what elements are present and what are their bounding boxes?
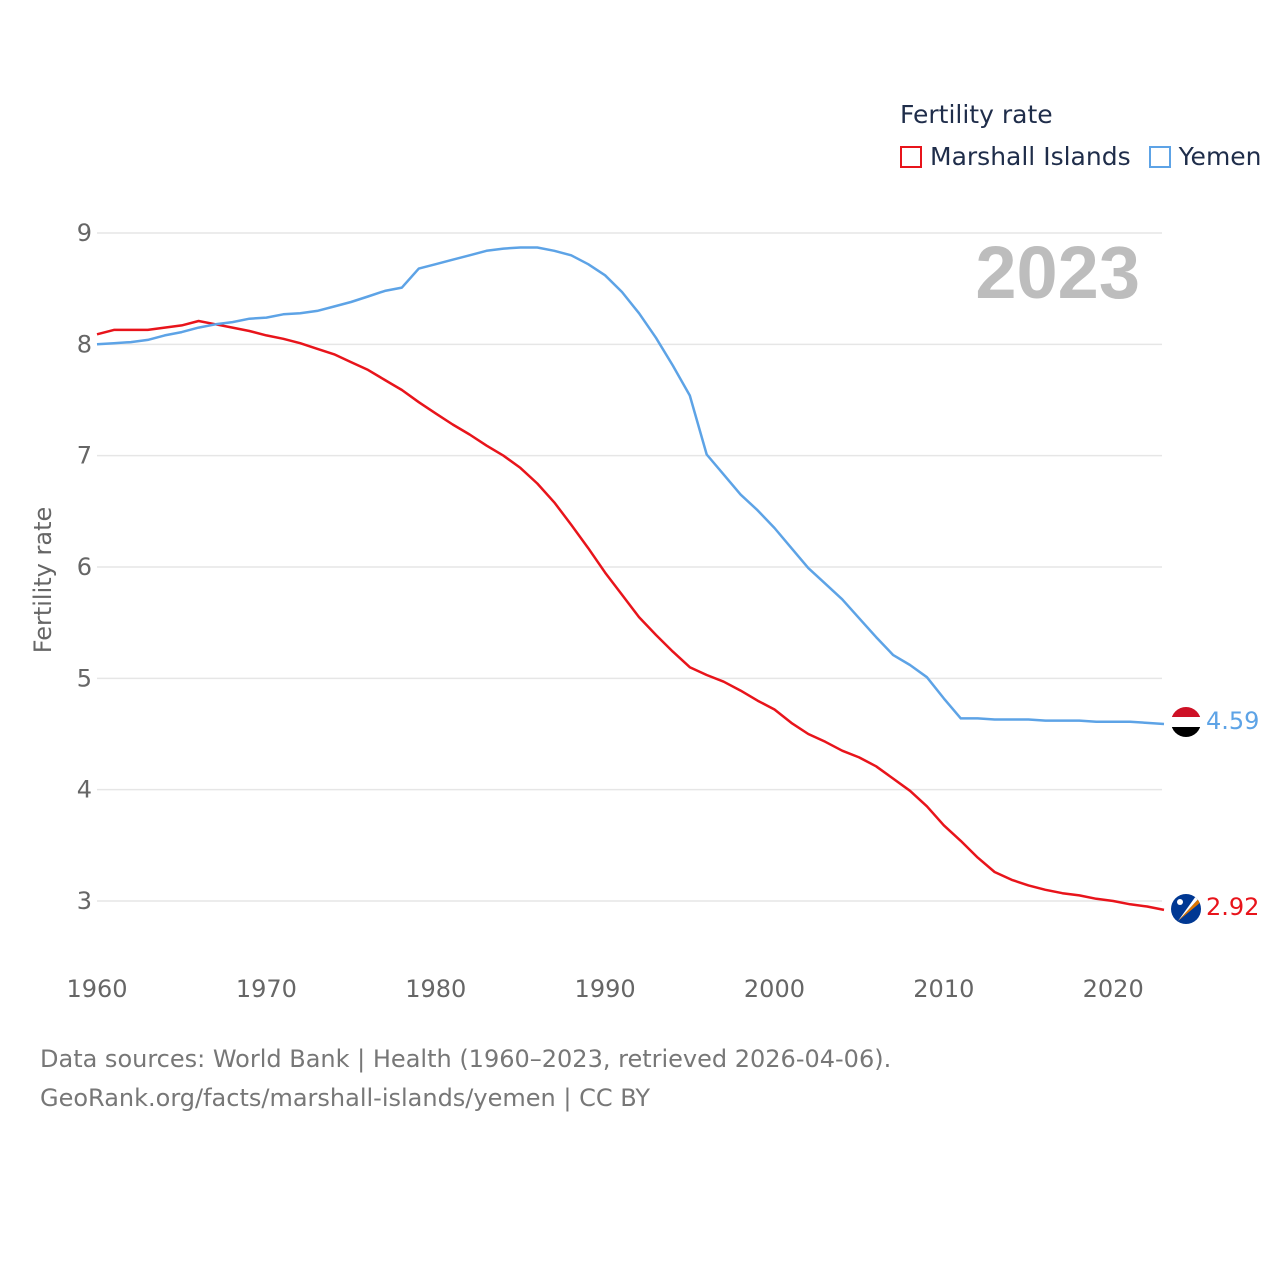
series-lines	[96, 246, 1165, 912]
legend-swatch-yemen	[1148, 145, 1171, 168]
legend-label-yemen: Yemen	[1178, 142, 1262, 171]
x-tick-label: 1980	[405, 975, 466, 1003]
marshall-islands-flag-icon	[1171, 894, 1201, 924]
marshall-islands-end-label: 2.92	[1206, 893, 1259, 921]
legend-item-yemen[interactable]: Yemen	[1148, 142, 1262, 171]
legend-title: Fertility rate	[900, 100, 1053, 129]
source-line-2[interactable]: GeoRank.org/facts/marshall-islands/yemen…	[40, 1084, 651, 1112]
y-tick-label: 7	[77, 442, 92, 470]
y-tick-label: 6	[77, 553, 92, 581]
y-tick-label: 4	[77, 776, 92, 804]
x-tick-label: 1960	[66, 975, 127, 1003]
x-tick-label: 1990	[575, 975, 636, 1003]
year-watermark: 2023	[975, 231, 1140, 314]
y-tick-label: 3	[77, 887, 92, 915]
y-axis-ticks: 3 4 5 6 7 8 9	[77, 219, 92, 915]
x-tick-label: 2010	[913, 975, 974, 1003]
x-tick-label: 2000	[744, 975, 805, 1003]
x-tick-label: 2020	[1083, 975, 1144, 1003]
y-tick-label: 5	[77, 664, 92, 692]
y-tick-label: 9	[77, 219, 92, 247]
y-tick-label: 8	[77, 330, 92, 358]
series-line-yemen[interactable]	[96, 246, 1165, 726]
grid-lines	[97, 232, 1162, 902]
legend: Marshall Islands Yemen	[900, 142, 1280, 171]
x-tick-label: 1970	[236, 975, 297, 1003]
yemen-end-label: 4.59	[1206, 707, 1259, 735]
y-axis-label: Fertility rate	[29, 507, 57, 654]
yemen-flag-icon	[1171, 707, 1201, 737]
series-line-marshall-islands[interactable]	[96, 319, 1165, 912]
legend-swatch-marshall-islands	[900, 145, 922, 168]
source-line-1: Data sources: World Bank | Health (1960–…	[40, 1045, 892, 1073]
legend-item-marshall-islands[interactable]: Marshall Islands	[900, 142, 1131, 171]
legend-label-marshall-islands: Marshall Islands	[930, 142, 1131, 171]
x-axis-ticks: 1960 1970 1980 1990 2000 2010 2020	[66, 975, 1143, 1003]
